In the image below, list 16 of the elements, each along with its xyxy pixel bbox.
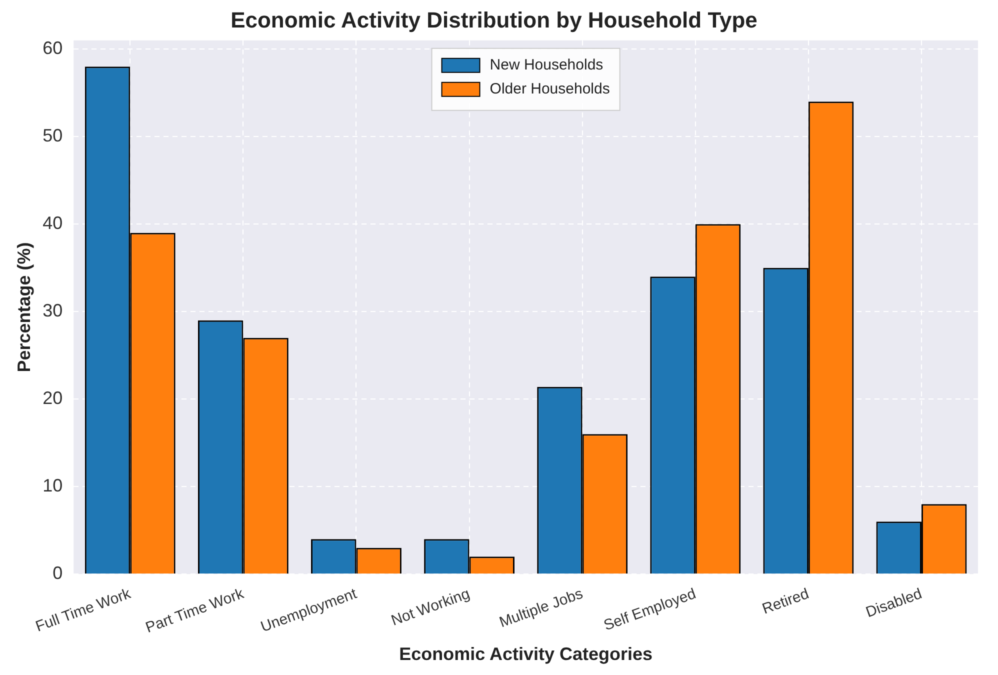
x-tick-label: Part Time Work bbox=[143, 585, 246, 636]
y-tick-label: 60 bbox=[42, 38, 63, 58]
y-tick-label: 40 bbox=[42, 213, 63, 234]
x-tick-label: Full Time Work bbox=[33, 585, 134, 636]
y-tick-label: 50 bbox=[42, 126, 63, 146]
legend-label: Older Households bbox=[490, 80, 610, 98]
legend-label: New Households bbox=[490, 56, 604, 74]
y-axis-title: Percentage (%) bbox=[14, 242, 34, 372]
y-tick-label: 30 bbox=[42, 300, 63, 321]
y-tick-label: 20 bbox=[42, 388, 63, 408]
y-tick-label: 0 bbox=[52, 563, 63, 584]
x-axis-title: Economic Activity Categories bbox=[399, 644, 653, 664]
chart-title: Economic Activity Distribution by Household Type bbox=[230, 7, 758, 32]
x-tick-label: Not Working bbox=[389, 585, 472, 630]
y-tick-label: 10 bbox=[42, 476, 63, 496]
x-tick-label: Multiple Jobs bbox=[497, 585, 586, 632]
